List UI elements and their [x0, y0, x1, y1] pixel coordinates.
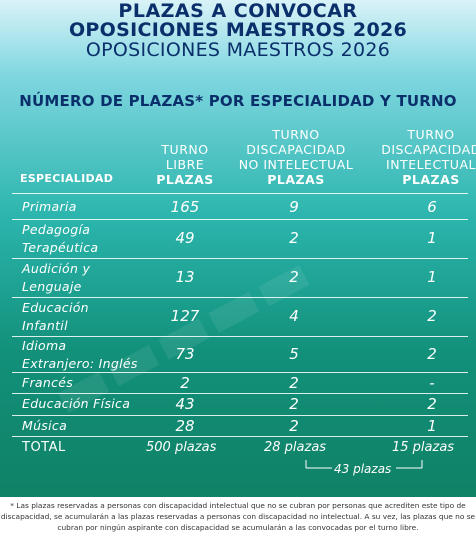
cell-libre: 73: [175, 345, 195, 363]
row-divider: [12, 193, 468, 194]
row-label-line: Música: [22, 418, 68, 433]
column-header-especialidad: ESPECIALIDAD: [20, 172, 114, 185]
row-label-line: Idioma: [22, 338, 67, 353]
cell-libre: 49: [175, 229, 195, 247]
column-header-no-intelectual: TURNO DISCAPACIDAD NO INTELECTUAL PLAZAS: [232, 127, 360, 187]
column-header-intelectual: TURNO DISCAPACIDAD INTELECTUAL PLAZAS: [376, 127, 476, 187]
cell-libre: 127: [170, 307, 200, 325]
row-label-line: Educación Física: [22, 396, 131, 411]
row-label-ingles: Idioma Extranjero: Inglés: [22, 337, 138, 373]
column-header-int-plazas: PLAZAS: [402, 172, 460, 187]
row-label-fisica: Educación Física: [22, 395, 130, 413]
row-label-line: Francés: [22, 375, 74, 390]
cell-no-intelectual: 4: [289, 307, 299, 325]
row-divider: [12, 297, 468, 298]
cell-no-intelectual: 9: [289, 198, 299, 216]
column-header-int-l1: TURNO: [407, 127, 455, 142]
column-header-no-int-l2: DISCAPACIDAD: [246, 142, 346, 157]
row-label-infantil: Educación Infantil: [22, 299, 89, 335]
row-label-line: Extranjero: Inglés: [22, 356, 138, 371]
row-label-line: Pedagogía: [22, 222, 91, 237]
title-line-2: OPOSICIONES MAESTROS 2026: [68, 19, 408, 41]
title-line-3: OPOSICIONES MAESTROS 2026: [85, 39, 391, 61]
column-header-int-l2: DISCAPACIDAD: [381, 142, 476, 157]
column-header-no-int-plazas: PLAZAS: [267, 172, 325, 187]
row-label-primaria: Primaria: [22, 198, 77, 216]
total-combined: 43 plazas: [334, 462, 392, 476]
header: PLAZAS A CONVOCAR OPOSICIONES MAESTROS 2…: [0, 2, 476, 61]
cell-intelectual: 2: [427, 307, 437, 325]
subtitle: NÚMERO DE PLAZAS* POR ESPECIALIDAD Y TUR…: [19, 92, 457, 110]
column-header-no-int-l1: TURNO: [272, 127, 320, 142]
row-divider: [12, 436, 468, 437]
column-header-libre-l1: TURNO: [161, 142, 209, 157]
row-label-frances: Francés: [22, 374, 73, 392]
cell-no-intelectual: 2: [289, 229, 299, 247]
cell-libre: 165: [170, 198, 200, 216]
row-label-line: Lenguaje: [22, 279, 82, 294]
column-header-libre: TURNO LIBRE PLAZAS: [140, 142, 230, 187]
cell-no-intelectual: 5: [289, 345, 299, 363]
row-label-line: Educación: [22, 300, 89, 315]
cell-libre: 28: [175, 417, 195, 435]
cell-libre: 43: [175, 395, 195, 413]
cell-no-intelectual: 2: [289, 268, 299, 286]
cell-no-intelectual: 2: [289, 417, 299, 435]
row-label-line: Audición y: [22, 261, 91, 276]
cell-no-intelectual: 2: [289, 395, 299, 413]
column-header-int-l3: INTELECTUAL: [386, 157, 476, 172]
total-intelectual: 15 plazas: [392, 440, 455, 455]
combined-bracket: [305, 460, 423, 469]
footnote: * Las plazas reservadas a personas con d…: [0, 497, 476, 542]
cell-intelectual: 2: [427, 395, 437, 413]
row-label-musica: Música: [22, 417, 67, 435]
row-divider: [12, 219, 468, 220]
row-label-audicion: Audición y Lenguaje: [22, 260, 90, 296]
cell-intelectual: 2: [427, 345, 437, 363]
cell-intelectual: 1: [427, 229, 437, 247]
cell-intelectual: 6: [427, 198, 437, 216]
cell-libre: 13: [175, 268, 195, 286]
column-header-no-int-l3: NO INTELECTUAL: [238, 157, 354, 172]
row-label-line: Terapéutica: [22, 240, 99, 255]
total-libre: 500 plazas: [146, 440, 217, 455]
cell-intelectual: -: [429, 374, 435, 392]
row-divider: [12, 393, 468, 394]
row-divider: [12, 372, 468, 373]
row-label-line: Infantil: [22, 318, 68, 333]
title-line-1: PLAZAS A CONVOCAR: [118, 0, 358, 22]
row-divider: [12, 258, 468, 259]
column-header-libre-plazas: PLAZAS: [156, 172, 214, 187]
row-label-pedagogia: Pedagogía Terapéutica: [22, 221, 98, 257]
total-no-intelectual: 28 plazas: [264, 440, 327, 455]
total-label: TOTAL: [22, 440, 66, 455]
row-divider: [12, 415, 468, 416]
cell-intelectual: 1: [427, 268, 437, 286]
row-divider: [12, 336, 468, 337]
column-header-libre-l2: LIBRE: [165, 157, 205, 172]
cell-intelectual: 1: [427, 417, 437, 435]
cell-libre: 2: [180, 374, 190, 392]
row-label-line: Primaria: [22, 199, 77, 214]
cell-no-intelectual: 2: [289, 374, 299, 392]
